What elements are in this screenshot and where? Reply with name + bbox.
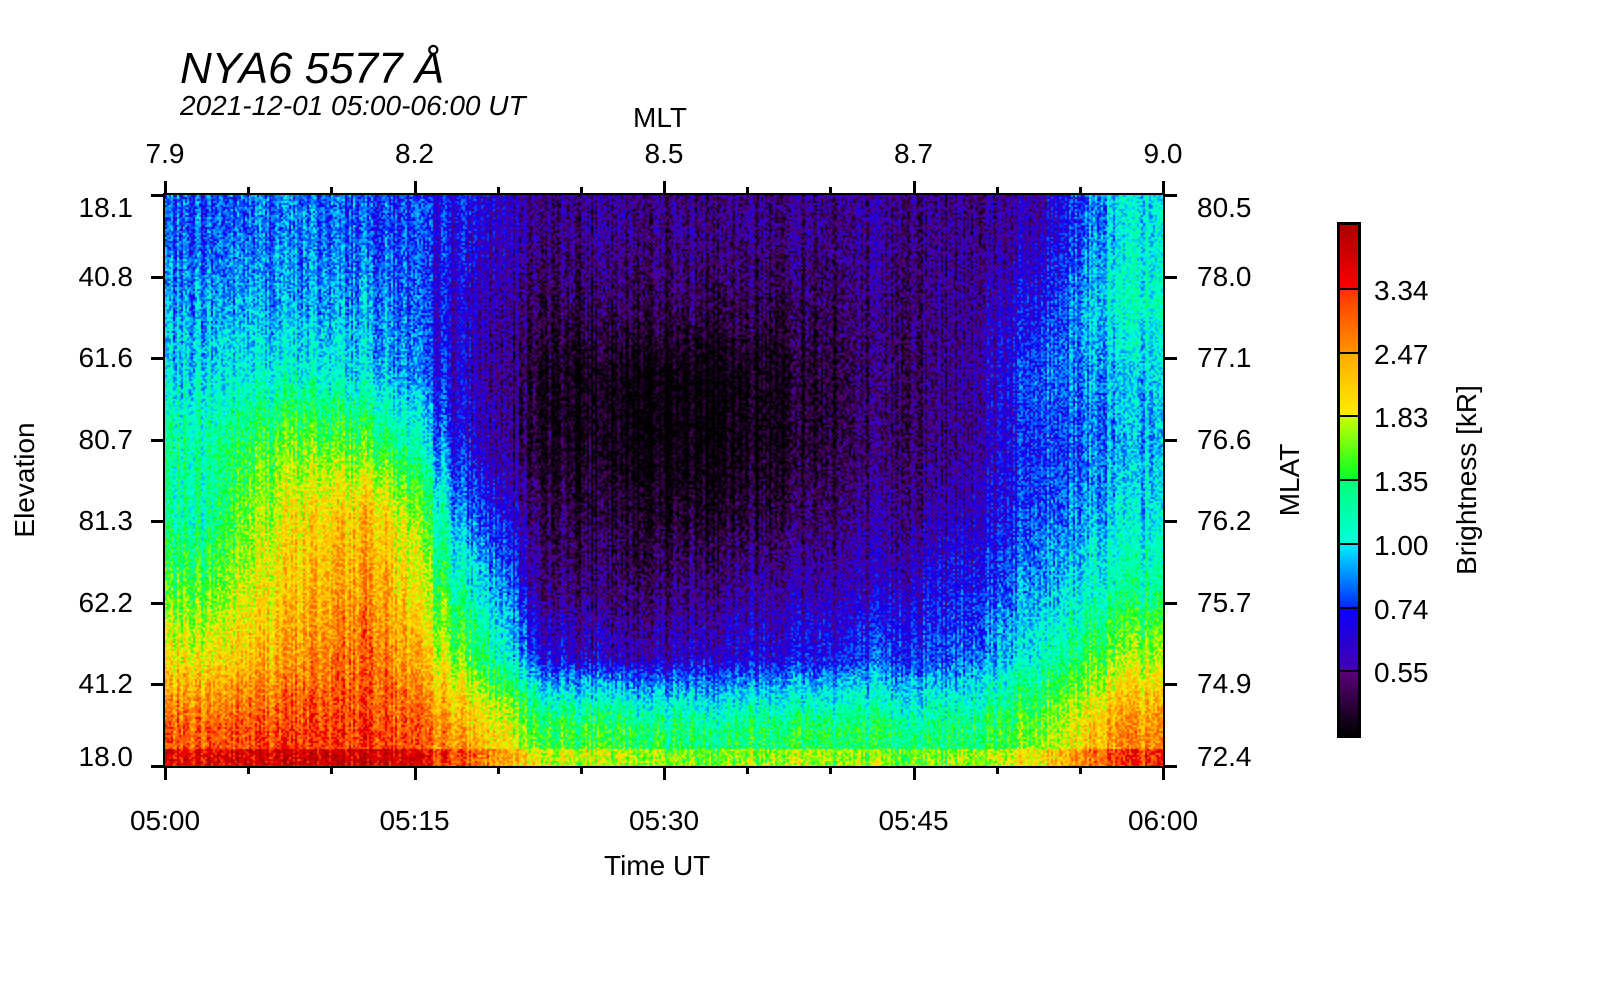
- x-tick-label: 05:30: [628, 805, 700, 836]
- y-tick-label: 81.3: [78, 505, 134, 537]
- x-tick: [247, 766, 251, 774]
- top-tick: [579, 187, 583, 195]
- x-tick: [829, 766, 833, 774]
- right-tick-label: 75.7: [1197, 586, 1252, 618]
- keogram-heatmap: [165, 195, 1163, 766]
- x-tick: [912, 766, 916, 780]
- y-tick: [151, 275, 165, 279]
- top-tick-label: 8.2: [395, 138, 434, 169]
- x-tick-label: 05:00: [129, 805, 201, 836]
- keogram-plot-area: [165, 195, 1163, 766]
- colorbar-tick-label: 0.74: [1374, 593, 1429, 625]
- colorbar-boundary: [1340, 670, 1358, 673]
- y-tick: [151, 520, 165, 524]
- y-tick-label: 40.8: [78, 260, 134, 292]
- y-tick: [151, 357, 165, 361]
- right-tick-label: 76.6: [1197, 423, 1252, 455]
- right-tick: [1163, 357, 1177, 361]
- y-tick: [151, 438, 165, 442]
- top-tick: [330, 187, 334, 195]
- top-tick: [995, 187, 999, 195]
- right-tick: [1163, 683, 1177, 687]
- right-tick-label: 77.1: [1197, 342, 1252, 374]
- top-tick: [746, 187, 750, 195]
- top-tick-label: 8.5: [644, 138, 684, 169]
- y-tick-label: 80.7: [78, 423, 134, 455]
- x-tick: [330, 766, 334, 774]
- y-tick: [151, 194, 165, 197]
- right-tick-label: 74.9: [1197, 668, 1252, 700]
- right-tick: [1163, 194, 1177, 197]
- x-tick: [1162, 766, 1165, 780]
- y-tick-label: 18.0: [78, 741, 134, 772]
- plot-frame: [163, 193, 1165, 768]
- x-tick: [995, 766, 999, 774]
- x-tick: [413, 766, 417, 780]
- top-axis-label: MLT: [633, 102, 687, 133]
- colorbar-label: Brightness [kR]: [1451, 385, 1482, 575]
- top-tick: [496, 187, 500, 195]
- right-tick: [1163, 438, 1177, 442]
- right-axis-label: MLAT: [1274, 443, 1305, 517]
- x-tick-label: 06:00: [1127, 805, 1199, 836]
- y-tick-label: 41.2: [78, 668, 134, 700]
- top-tick: [912, 181, 916, 195]
- right-tick: [1163, 765, 1177, 768]
- colorbar: [1337, 222, 1361, 738]
- top-tick-label: 7.9: [145, 138, 185, 169]
- colorbar-tick-label: 1.83: [1374, 402, 1429, 434]
- x-tick: [496, 766, 500, 774]
- colorbar-tick-label: 1.00: [1374, 529, 1429, 561]
- colorbar-tick-label: 3.34: [1374, 274, 1429, 306]
- y-tick: [151, 765, 165, 768]
- x-axis-label: Time UT: [604, 850, 711, 881]
- colorbar-boundary: [1340, 415, 1358, 418]
- x-tick: [663, 766, 666, 780]
- x-tick: [579, 766, 583, 774]
- right-tick-label: 72.4: [1197, 741, 1252, 772]
- y-tick-label: 62.2: [78, 586, 134, 618]
- top-tick: [413, 181, 417, 195]
- y-tick-label: 61.6: [78, 342, 134, 374]
- chart-title: NYA6 5577 Å: [180, 44, 445, 93]
- colorbar-boundary: [1340, 351, 1358, 354]
- top-tick: [1078, 187, 1082, 195]
- right-tick-label: 80.5: [1197, 192, 1252, 223]
- top-tick: [829, 187, 833, 195]
- x-tick: [164, 766, 167, 780]
- top-tick: [1162, 181, 1165, 195]
- right-tick: [1163, 275, 1177, 279]
- y-tick: [151, 601, 165, 605]
- colorbar-boundary: [1340, 542, 1358, 545]
- right-tick: [1163, 520, 1177, 524]
- colorbar-tick-label: 2.47: [1374, 338, 1429, 370]
- x-tick: [1078, 766, 1082, 774]
- right-tick: [1163, 601, 1177, 605]
- y-axis-label: Elevation: [9, 422, 40, 538]
- top-tick: [247, 187, 251, 195]
- chart-subtitle: 2021-12-01 05:00-06:00 UT: [180, 90, 526, 121]
- x-tick: [746, 766, 750, 774]
- x-tick-label: 05:15: [379, 805, 450, 836]
- right-tick-label: 76.2: [1197, 505, 1252, 537]
- colorbar-tick-label: 0.55: [1374, 657, 1429, 689]
- colorbar-boundary: [1340, 606, 1358, 609]
- right-tick-label: 78.0: [1197, 260, 1252, 292]
- colorbar-boundary: [1340, 287, 1358, 290]
- top-tick: [663, 181, 666, 195]
- colorbar-boundary: [1340, 479, 1358, 481]
- top-tick-label: 9.0: [1143, 138, 1183, 169]
- top-tick-label: 8.7: [894, 138, 933, 169]
- y-tick-label: 18.1: [78, 192, 134, 223]
- x-tick-label: 05:45: [878, 805, 949, 836]
- top-tick: [164, 181, 167, 195]
- y-tick: [151, 683, 165, 687]
- colorbar-tick-label: 1.35: [1374, 466, 1429, 497]
